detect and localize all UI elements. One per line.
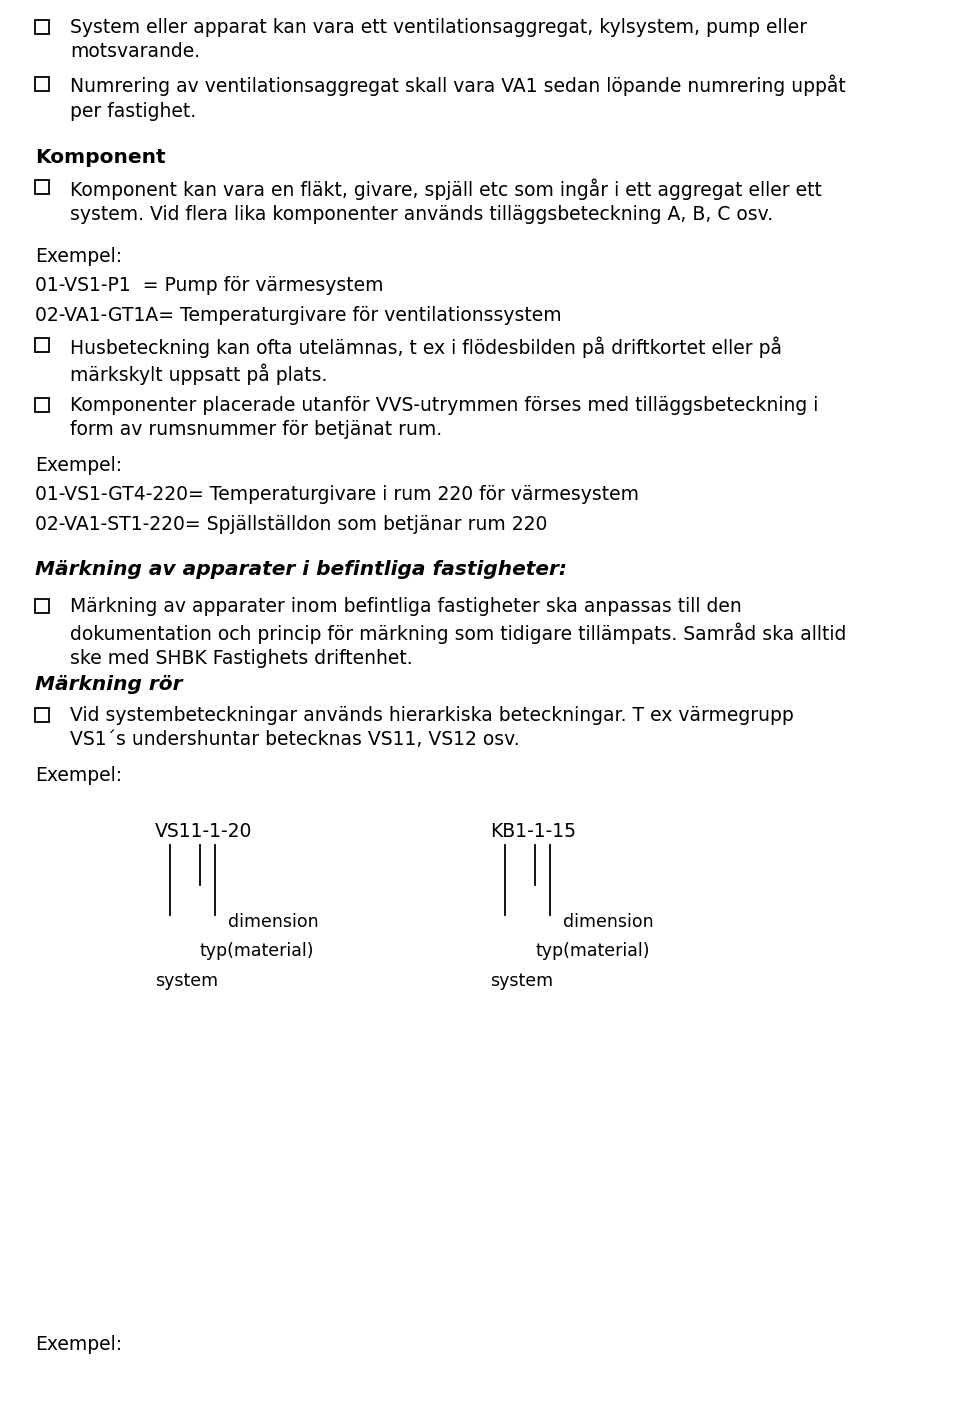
Text: system: system: [490, 972, 553, 991]
Text: system: system: [155, 972, 218, 991]
Bar: [35, 77, 49, 91]
Text: dimension: dimension: [563, 913, 654, 932]
Bar: [35, 338, 49, 352]
Text: KB1-1-15: KB1-1-15: [490, 822, 576, 840]
Text: 01-VS1-P1  = Pump för värmesystem: 01-VS1-P1 = Pump för värmesystem: [35, 276, 383, 295]
Text: System eller apparat kan vara ett ventilationsaggregat, kylsystem, pump eller
mo: System eller apparat kan vara ett ventil…: [70, 18, 807, 62]
Bar: [35, 20, 49, 34]
Text: 01-VS1-GT4-220= Temperaturgivare i rum 220 för värmesystem: 01-VS1-GT4-220= Temperaturgivare i rum 2…: [35, 485, 639, 504]
Text: Komponent: Komponent: [35, 147, 166, 167]
Text: Märkning rör: Märkning rör: [35, 675, 182, 694]
Text: Numrering av ventilationsaggregat skall vara VA1 sedan löpande numrering uppåt
p: Numrering av ventilationsaggregat skall …: [70, 74, 846, 121]
Bar: [35, 398, 49, 412]
Text: typ(material): typ(material): [200, 941, 315, 960]
Bar: [35, 709, 49, 723]
Bar: [35, 180, 49, 194]
Text: Exempel:: Exempel:: [35, 1336, 122, 1354]
Bar: [35, 599, 49, 613]
Text: dimension: dimension: [228, 913, 319, 932]
Text: typ(material): typ(material): [535, 941, 650, 960]
Text: Vid systembeteckningar används hierarkiska beteckningar. T ex värmegrupp
VS1´s u: Vid systembeteckningar används hierarkis…: [70, 706, 794, 749]
Text: 02-VA1-ST1-220= Spjällställdon som betjänar rum 220: 02-VA1-ST1-220= Spjällställdon som betjä…: [35, 515, 547, 535]
Text: Exempel:: Exempel:: [35, 456, 122, 476]
Text: Husbeteckning kan ofta utelämnas, t ex i flödesbilden på driftkortet eller på
mä: Husbeteckning kan ofta utelämnas, t ex i…: [70, 335, 782, 386]
Text: Märkning av apparater inom befintliga fastigheter ska anpassas till den
dokument: Märkning av apparater inom befintliga fa…: [70, 598, 847, 668]
Text: VS11-1-20: VS11-1-20: [155, 822, 252, 840]
Text: Exempel:: Exempel:: [35, 247, 122, 267]
Text: Komponent kan vara en fläkt, givare, spjäll etc som ingår i ett aggregat eller e: Komponent kan vara en fläkt, givare, spj…: [70, 178, 822, 223]
Text: 02-VA1-GT1A= Temperaturgivare för ventilationssystem: 02-VA1-GT1A= Temperaturgivare för ventil…: [35, 306, 562, 325]
Text: Exempel:: Exempel:: [35, 766, 122, 786]
Text: Märkning av apparater i befintliga fastigheter:: Märkning av apparater i befintliga fasti…: [35, 560, 566, 579]
Text: Komponenter placerade utanför VVS-utrymmen förses med tilläggsbeteckning i
form : Komponenter placerade utanför VVS-utrymm…: [70, 396, 818, 439]
